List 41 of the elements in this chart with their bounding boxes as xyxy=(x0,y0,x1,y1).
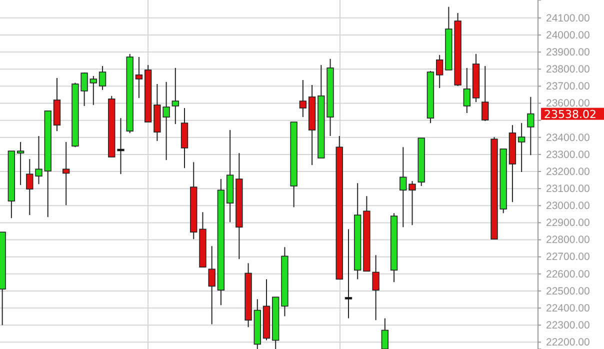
candlestick xyxy=(35,136,42,185)
y-tick-label: 23200.00 xyxy=(546,166,590,178)
y-tick-label: 22700.00 xyxy=(546,251,590,264)
y-tick-label: 24000.00 xyxy=(546,29,590,42)
candlestick xyxy=(90,75,98,106)
y-tick-label: 22800.00 xyxy=(546,234,590,246)
y-tick-label: 23300.00 xyxy=(546,148,590,161)
candlestick xyxy=(463,67,470,114)
y-tick-label: 23600.00 xyxy=(546,98,590,110)
candlestick xyxy=(299,80,307,118)
y-tick-label: 22900.00 xyxy=(546,217,590,230)
candlestick xyxy=(26,158,34,216)
candlestick xyxy=(518,122,526,173)
candlestick xyxy=(482,66,489,122)
candlestick xyxy=(381,318,389,349)
candlestick xyxy=(208,246,216,325)
candlestick xyxy=(98,66,106,90)
candlestick xyxy=(527,96,534,156)
y-tick-label: 23800.00 xyxy=(546,63,590,76)
y-tick-label: 22500.00 xyxy=(546,285,590,298)
candlestick xyxy=(372,254,380,321)
y-tick-label: 23900.00 xyxy=(546,46,590,58)
candlestick xyxy=(172,67,179,125)
candlestick xyxy=(408,180,416,226)
y-tick-label: 22400.00 xyxy=(546,302,590,314)
y-tick-label: 22300.00 xyxy=(546,319,590,332)
candlestick xyxy=(135,56,143,98)
y-tick-label: 23100.00 xyxy=(546,182,590,195)
y-tick-label: 24100.00 xyxy=(546,12,590,24)
y-tick-label: 23700.00 xyxy=(546,80,590,93)
y-tick-label: 23000.00 xyxy=(546,200,590,212)
y-tick-label: 22600.00 xyxy=(546,268,590,280)
candlestick xyxy=(400,146,407,228)
candlestick xyxy=(117,118,124,175)
text: 23538.02 xyxy=(544,108,596,121)
y-tick-label: 22200.00 xyxy=(546,336,590,349)
y-tick-label: 23400.00 xyxy=(546,132,590,144)
candlestick xyxy=(344,228,352,319)
candlestick xyxy=(436,54,444,89)
candlestick xyxy=(16,141,24,186)
candlestick xyxy=(62,141,70,206)
